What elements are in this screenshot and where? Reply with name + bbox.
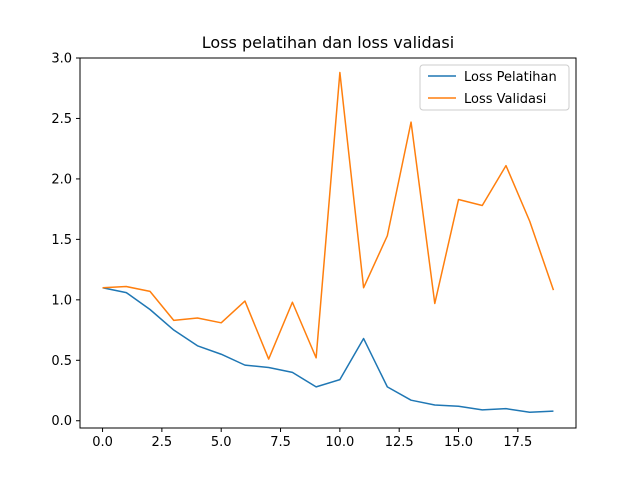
x-tick-label: 17.5 [503,435,532,450]
y-tick-label: 1.0 [51,293,72,308]
y-tick-label: 2.5 [51,112,72,127]
series-layer [102,71,555,414]
y-tick-label: 2.0 [51,172,72,187]
x-tick-label: 5.0 [211,435,232,450]
legend: Loss Pelatihan Loss Validasi [419,64,570,111]
x-tick-label: 12.5 [385,435,414,450]
y-tick-label: 0.5 [51,354,72,369]
series-line-loss-validasi [102,71,555,360]
legend-box [419,64,570,111]
series-line-loss-pelatihan [102,287,554,414]
x-tick-label: 10.0 [325,435,354,450]
legend-label-loss-validasi: Loss Validasi [464,92,546,107]
y-tick-label: 3.0 [51,52,72,67]
y-tick-label: 1.5 [51,233,72,248]
y-axis: 0.0 0.5 1.0 1.5 2.0 2.5 3.0 [51,52,80,429]
x-tick-label: 0.0 [92,435,113,450]
x-tick-label: 2.5 [152,435,173,450]
x-tick-label: 15.0 [444,435,473,450]
legend-label-loss-pelatihan: Loss Pelatihan [464,70,557,85]
x-tick-label: 7.5 [270,435,291,450]
y-tick-label: 0.0 [51,414,72,429]
plot-frame [79,57,577,429]
chart-title: Loss pelatihan dan loss validasi [202,33,454,52]
x-axis: 0.0 2.5 5.0 7.5 10.0 12.5 15.0 17.5 [92,428,532,450]
